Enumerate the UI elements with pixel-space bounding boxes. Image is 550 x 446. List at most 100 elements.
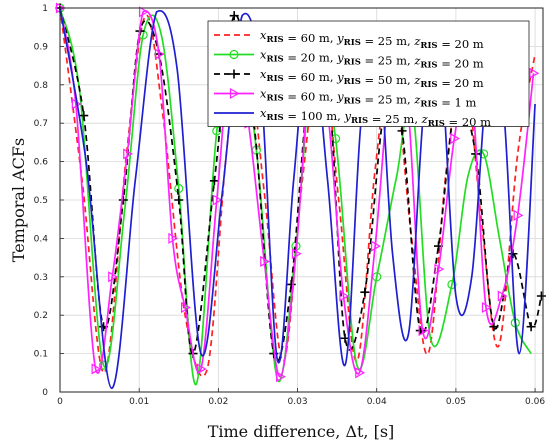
legend-sep: ,: [407, 93, 414, 107]
legend-entry-4: xRIS = 60 m, yRIS = 25 m, zRIS = 1 m: [214, 87, 476, 110]
series-4-line: [59, 7, 535, 378]
legend-sep: =: [284, 31, 301, 45]
series-3-point: [360, 287, 370, 297]
y-axis-title: Temporal ACFs: [9, 138, 28, 262]
legend-value: 100 m: [301, 109, 338, 123]
series-4-point: [434, 263, 445, 275]
series-5: [59, 7, 536, 390]
legend-var: x: [260, 28, 267, 42]
legend-value: 20 m: [455, 37, 484, 51]
series-4: [55, 2, 540, 383]
legend-sep: =: [361, 73, 378, 87]
legend-label: xRIS = 20 m, yRIS = 25 m, zRIS = 20 m: [260, 48, 484, 71]
legend-value: 1 m: [455, 96, 477, 110]
legend-sep: =: [438, 76, 455, 90]
series-2-line: [59, 7, 532, 386]
legend-entry-3: xRIS = 60 m, yRIS = 50 m, zRIS = 20 m: [214, 67, 484, 90]
series-4-point: [123, 148, 134, 160]
series-4-point: [260, 255, 271, 267]
legend-var: x: [260, 48, 267, 62]
legend-swatch-marker: [229, 49, 239, 60]
legend-sep: ,: [330, 70, 337, 84]
series-4-point: [196, 363, 207, 375]
legend-entry-2: xRIS = 20 m, yRIS = 25 m, zRIS = 20 m: [214, 48, 484, 71]
legend-subscript: RIS: [420, 41, 437, 51]
y-tick-label: 0.2: [34, 311, 48, 321]
x-tick-label: 0.06: [525, 397, 545, 407]
series-4-point: [497, 290, 508, 302]
y-tick-label: 0.3: [34, 273, 48, 283]
legend-sep: ,: [337, 109, 344, 123]
legend-subscript: RIS: [267, 113, 284, 123]
legend-label: xRIS = 60 m, yRIS = 50 m, zRIS = 20 m: [260, 67, 484, 90]
series-4-point: [529, 67, 540, 79]
series-4-point: [371, 240, 381, 252]
legend-sep: =: [438, 57, 455, 71]
legend-value: 20 m: [455, 57, 484, 71]
legend-subscript: RIS: [420, 100, 437, 110]
legend-subscript: RIS: [344, 97, 361, 107]
legend-subscript: RIS: [428, 119, 445, 129]
x-tick-label: 0.02: [208, 397, 228, 407]
legend-sep: =: [438, 37, 455, 51]
legend-subscript: RIS: [420, 61, 437, 71]
legend-sep: =: [445, 115, 462, 129]
legend-value: 20 m: [301, 51, 330, 65]
legend-sep: ,: [330, 31, 337, 45]
legend-subscript: RIS: [420, 80, 437, 90]
legend-value: 25 m: [378, 54, 407, 68]
series-3-point: [229, 11, 239, 21]
series-4-point: [139, 6, 149, 18]
legend-sep: =: [284, 70, 301, 84]
series-2-point: [98, 360, 109, 370]
legend-label: xRIS = 100 m, yRIS = 25 m, zRIS = 20 m: [260, 106, 491, 129]
series-4-point: [154, 48, 165, 60]
x-tick-label: 0.03: [288, 397, 308, 407]
y-tick-label: 0.6: [34, 158, 49, 168]
y-tick-label: 0.4: [34, 234, 49, 244]
legend-value: 60 m: [301, 31, 330, 45]
legend-value: 20 m: [455, 76, 484, 90]
x-tick-label: 0.01: [129, 397, 149, 407]
series-3-point: [526, 322, 536, 332]
legend-sep: =: [368, 112, 385, 126]
x-tick-label: 0.05: [446, 397, 466, 407]
series-4-point: [513, 209, 524, 221]
series-4-point: [168, 232, 179, 244]
legend-entry-5: xRIS = 100 m, yRIS = 25 m, zRIS = 20 m: [214, 106, 491, 129]
legend-sep: =: [361, 34, 378, 48]
series-4-point: [481, 301, 492, 314]
series-2-point: [330, 133, 341, 144]
legend-sep: ,: [414, 112, 421, 126]
legend-sep: =: [284, 90, 301, 104]
x-tick-label: 0: [57, 397, 63, 407]
series-4-point: [339, 290, 350, 302]
series-4-point: [212, 194, 223, 206]
y-tick-label: 0.1: [34, 350, 48, 360]
legend-label: xRIS = 60 m, yRIS = 25 m, zRIS = 20 m: [260, 28, 484, 51]
legend-sep: ,: [407, 34, 414, 48]
legend-value: 25 m: [378, 34, 407, 48]
series-4-point: [108, 271, 118, 283]
legend-subscript: RIS: [267, 94, 284, 104]
legend-value: 20 m: [462, 115, 491, 129]
series-5-line: [59, 7, 536, 390]
legend-sep: ,: [330, 51, 337, 65]
legend-sep: =: [361, 54, 378, 68]
y-tick-label: 1: [42, 4, 48, 14]
legend-var: z: [413, 93, 421, 107]
y-tick-label: 0.9: [34, 42, 49, 52]
legend-subscript: RIS: [267, 74, 284, 84]
axis-ticks: 0 0.01 0.02 0.03 0.04 0.05 0.06 0 0.1 0.2 0.3 0.4 0.…: [34, 4, 546, 407]
legend-sep: ,: [407, 54, 414, 68]
legend-subscript: RIS: [344, 38, 361, 48]
legend-var: y: [343, 109, 351, 123]
legend-var: x: [260, 67, 267, 81]
legend-var: z: [421, 112, 429, 126]
series-4-point: [91, 363, 102, 375]
series-4-point: [291, 248, 302, 260]
legend-value: 60 m: [301, 90, 330, 104]
legend-var: y: [336, 51, 344, 65]
series-4-point: [418, 325, 429, 337]
